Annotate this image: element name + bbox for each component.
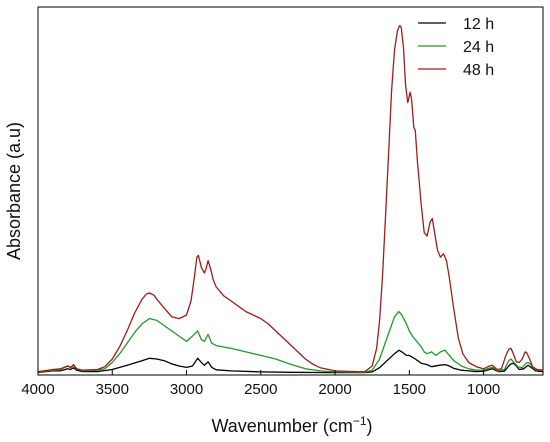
series-line-3 (37, 24, 544, 373)
x-tick-label: 1500 (393, 381, 426, 398)
x-tick-label: 3500 (96, 381, 129, 398)
legend-label-2: 24 h (463, 39, 494, 56)
x-tick-label: 2500 (244, 381, 277, 398)
legend: 12 h 24 h 48 h (418, 16, 494, 79)
legend-label-3: 48 h (463, 62, 494, 79)
series-line-2 (37, 310, 544, 373)
x-axis-title-superscript: −1 (353, 414, 367, 428)
legend-label-1: 12 h (463, 16, 494, 33)
x-tick-label: 3000 (170, 381, 203, 398)
plot-area-frame (37, 6, 544, 376)
x-tick-label: 2000 (318, 381, 351, 398)
x-axis-title-main: Wavenumber (cm (211, 416, 352, 436)
x-axis-title: Wavenumber (cm−1) (211, 414, 372, 436)
x-axis-ticks: 4000 3500 3000 2500 2000 1500 1000 (21, 370, 500, 398)
series-lines (37, 24, 544, 374)
x-tick-label: 4000 (21, 381, 54, 398)
x-tick-label: 1000 (467, 381, 500, 398)
series-line-1 (37, 349, 544, 374)
x-axis-title-close: ) (367, 416, 373, 436)
y-axis-title: Absorbance (a.u) (4, 122, 24, 260)
